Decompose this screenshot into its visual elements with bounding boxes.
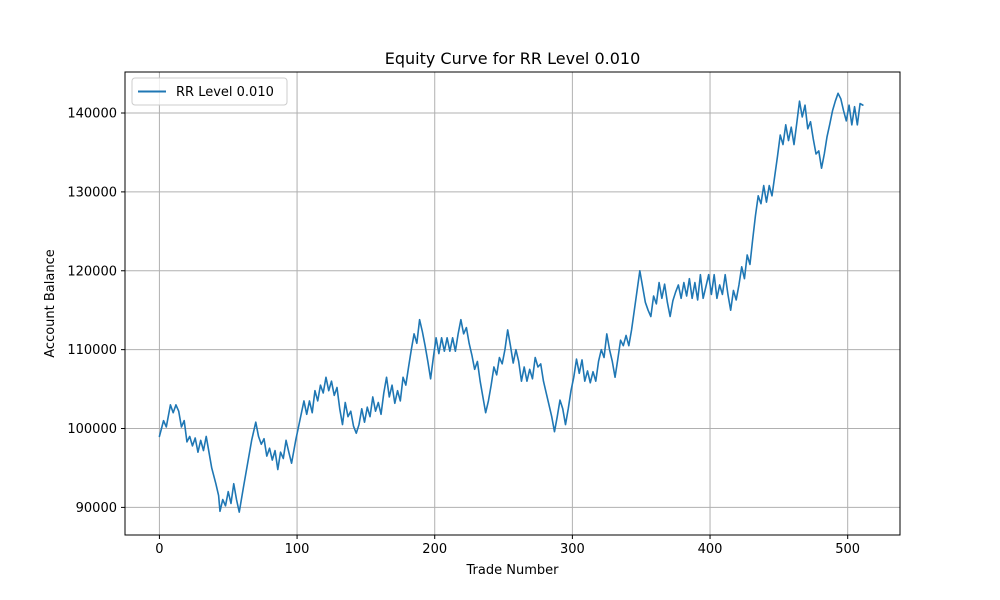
x-tick-label: 0 — [155, 542, 163, 557]
y-tick-label: 130000 — [67, 185, 117, 200]
x-tick-label: 200 — [422, 542, 447, 557]
legend: RR Level 0.010 — [131, 77, 288, 106]
tick-layer: 0 100 200 300 400 500 90000 100000 110000 120000 1… — [67, 107, 860, 557]
series-line-0 — [158, 92, 864, 513]
y-tick-label: 100000 — [67, 422, 117, 437]
x-tick-label: 500 — [835, 542, 860, 557]
y-tick-label: 90000 — [76, 501, 117, 516]
series-layer — [158, 92, 864, 513]
x-tick-label: 300 — [560, 542, 585, 557]
legend-label: RR Level 0.010 — [176, 85, 274, 100]
chart-title: Equity Curve for RR Level 0.010 — [385, 49, 641, 68]
legend-box — [131, 77, 288, 106]
y-tick-label: 140000 — [67, 107, 117, 122]
y-tick-label: 120000 — [67, 264, 117, 279]
x-tick-label: 100 — [285, 542, 310, 557]
x-tick-label: 400 — [698, 542, 723, 557]
y-tick-label: 110000 — [67, 343, 117, 358]
plot-area-frame — [124, 71, 901, 536]
y-axis-title: Account Balance — [43, 249, 58, 357]
x-axis-title: Trade Number — [466, 563, 560, 578]
